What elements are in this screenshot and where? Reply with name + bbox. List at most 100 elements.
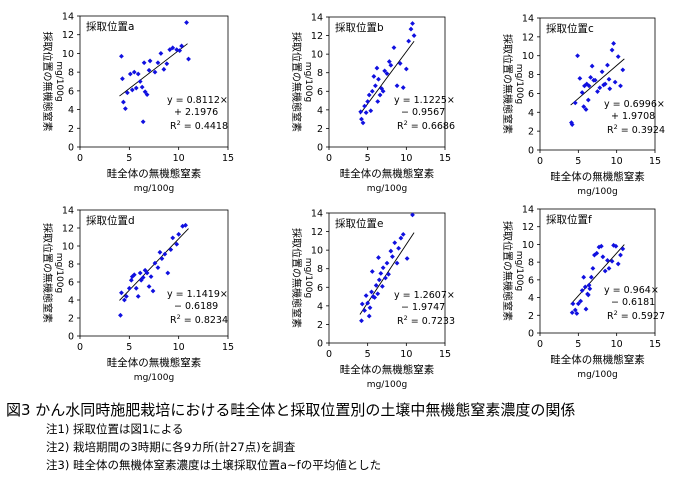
data-point-a-12 xyxy=(140,119,146,125)
data-point-e-7 xyxy=(369,289,374,295)
data-point-f-0 xyxy=(569,310,575,316)
r-squared-d: R2 = 0.8234 xyxy=(170,313,228,326)
data-point-a-11 xyxy=(139,84,145,90)
data-point-d-23 xyxy=(165,270,171,276)
r-squared-a: R2 = 0.4418 xyxy=(170,119,228,132)
x-tick-label-e-0: 0 xyxy=(326,349,332,360)
data-point-c-20 xyxy=(602,81,608,87)
data-point-a-8 xyxy=(133,85,139,91)
equation-line1-e: y = 1.2607× xyxy=(394,290,455,301)
data-point-b-20 xyxy=(388,62,394,68)
data-point-d-2 xyxy=(122,297,127,303)
data-point-b-16 xyxy=(380,88,386,94)
data-point-e-2 xyxy=(362,308,367,313)
data-point-a-15 xyxy=(144,92,150,97)
equation-line1-a: y = 0.8112× xyxy=(167,95,228,106)
x-axis-label-e: 畦全体の無機態窒素 xyxy=(340,363,435,376)
data-point-d-18 xyxy=(152,260,158,266)
y-tick-label-a-7: 14 xyxy=(62,12,74,23)
data-point-a-18 xyxy=(152,69,158,75)
y-tick-label-f-3: 6 xyxy=(528,275,534,286)
data-point-a-14 xyxy=(142,89,148,95)
x-axis-unit-b: mg/100g xyxy=(367,184,407,194)
data-point-e-26 xyxy=(398,235,404,241)
y-tick-label-e-6: 12 xyxy=(311,227,323,238)
x-axis-label-f: 畦全体の無機態窒素 xyxy=(550,353,645,366)
data-point-d-10 xyxy=(137,270,143,276)
data-point-b-10 xyxy=(373,83,378,89)
data-point-f-5 xyxy=(578,298,584,304)
figure-caption: 図3 かん水同時施肥栽培における畦全体と採取位置別の土壌中無機態窒素濃度の関係 xyxy=(6,401,576,419)
panel-title-b: 採取位置b xyxy=(335,21,384,34)
y-axis-unit-d: mg/100g xyxy=(54,253,64,293)
data-point-a-10 xyxy=(137,79,143,84)
data-point-a-1 xyxy=(120,76,125,82)
y-tick-label-c-2: 4 xyxy=(528,108,534,119)
data-point-d-4 xyxy=(126,285,132,291)
data-point-a-19 xyxy=(155,60,161,66)
y-tick-label-d-4: 8 xyxy=(68,260,74,271)
data-point-c-25 xyxy=(612,79,618,85)
equation-line2-f: − 0.6181 xyxy=(611,297,655,308)
data-point-a-4 xyxy=(124,90,130,96)
y-tick-label-f-6: 12 xyxy=(522,222,534,233)
y-axis-unit-f: mg/100g xyxy=(514,251,524,291)
x-axis-unit-d: mg/100g xyxy=(134,373,174,383)
data-point-a-29 xyxy=(186,56,191,62)
x-tick-label-b-1: 5 xyxy=(365,153,371,164)
data-point-b-9 xyxy=(371,74,377,79)
data-point-f-18 xyxy=(598,243,604,249)
data-point-a-22 xyxy=(164,61,170,67)
data-point-f-6 xyxy=(579,288,585,293)
y-axis-label-f: 採取位置の無機態窒素 xyxy=(501,221,514,321)
y-tick-label-a-0: 0 xyxy=(68,143,74,154)
r-squared-f: R2 = 0.5927 xyxy=(607,309,665,322)
y-tick-label-e-2: 4 xyxy=(317,301,323,312)
y-tick-label-b-0: 0 xyxy=(317,143,323,154)
data-point-b-24 xyxy=(400,85,406,90)
data-point-f-8 xyxy=(582,284,588,290)
data-point-e-17 xyxy=(380,265,386,271)
y-tick-label-b-3: 6 xyxy=(317,87,323,98)
data-point-e-14 xyxy=(376,277,382,283)
data-point-c-6 xyxy=(581,104,587,110)
data-point-a-16 xyxy=(146,67,152,73)
data-point-e-16 xyxy=(379,283,385,289)
data-point-b-4 xyxy=(363,110,369,116)
panel-title-f: 採取位置f xyxy=(546,213,592,226)
x-axis-label-b: 畦全体の無機態窒素 xyxy=(340,167,435,180)
data-point-b-14 xyxy=(377,92,383,98)
data-point-c-11 xyxy=(586,83,592,89)
data-point-f-19 xyxy=(600,254,606,260)
data-point-d-22 xyxy=(162,251,168,257)
data-point-d-8 xyxy=(133,285,139,291)
data-point-a-25 xyxy=(174,47,180,53)
data-point-a-5 xyxy=(127,71,133,77)
y-tick-label-a-6: 12 xyxy=(62,30,74,41)
data-point-f-22 xyxy=(606,265,612,271)
y-tick-label-f-0: 0 xyxy=(528,329,534,340)
y-tick-label-d-6: 12 xyxy=(62,224,74,235)
data-point-d-24 xyxy=(168,247,174,252)
y-tick-label-c-7: 14 xyxy=(522,14,534,25)
data-point-b-3 xyxy=(362,103,367,109)
x-tick-label-d-0: 0 xyxy=(77,342,83,353)
y-tick-label-f-4: 8 xyxy=(528,258,534,269)
r-squared-c: R2 = 0.3924 xyxy=(607,123,665,136)
x-tick-label-f-2: 10 xyxy=(611,339,623,350)
data-point-a-27 xyxy=(179,43,185,49)
y-axis-unit-e: mg/100g xyxy=(303,258,313,298)
y-tick-label-b-4: 8 xyxy=(317,68,323,79)
data-point-d-28 xyxy=(180,223,186,229)
y-tick-label-e-4: 8 xyxy=(317,264,323,275)
panel-title-a: 採取位置a xyxy=(86,20,134,33)
data-point-b-12 xyxy=(375,99,381,104)
data-point-c-29 xyxy=(606,76,612,82)
plot-frame-f xyxy=(539,208,656,334)
data-point-c-4 xyxy=(577,75,583,81)
data-point-d-21 xyxy=(159,256,165,261)
y-tick-label-e-1: 2 xyxy=(317,320,323,331)
x-axis-label-c: 畦全体の無機態窒素 xyxy=(550,170,645,183)
data-point-f-3 xyxy=(574,311,580,316)
y-tick-label-a-4: 8 xyxy=(68,68,74,79)
